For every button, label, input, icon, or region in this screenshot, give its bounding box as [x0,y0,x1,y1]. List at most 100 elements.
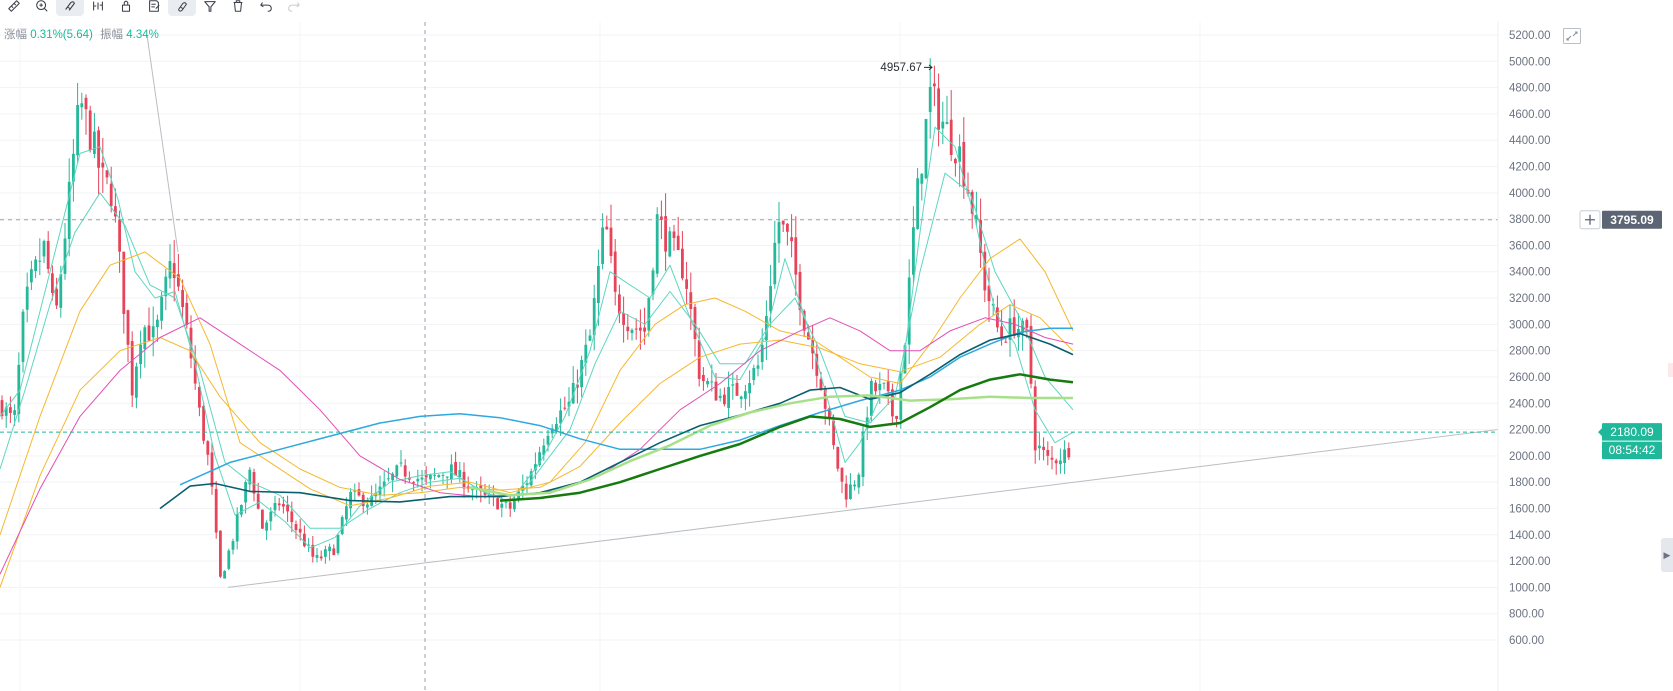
countdown-label: 08:54:42 [1609,443,1656,457]
candle-body [941,121,945,129]
candle-body [1025,319,1029,328]
candle-240 [1008,304,1012,357]
undo-tool[interactable] [252,0,280,16]
ma-line-7 [469,394,1073,497]
candle-body [798,272,802,311]
candle-body [874,382,877,392]
candle-body [181,290,184,308]
candle-176 [739,395,743,408]
trendline-1 [146,34,179,253]
candle-body [790,237,793,242]
candle-body [777,221,781,244]
candle-body [504,501,508,503]
candle-body [55,288,58,306]
lock-tool[interactable] [112,0,140,16]
candle-body [214,488,218,533]
candle-body [395,465,399,477]
candle-9 [38,238,42,276]
candle-body [122,251,126,314]
y-tick-label-20: 1200.00 [1509,556,1551,568]
candle-221 [928,58,932,139]
candle-0 [0,395,4,420]
candle-2 [9,396,12,423]
candle-body [282,504,285,507]
candle-225 [945,95,949,125]
candle-47 [198,382,201,417]
candle-144 [605,215,609,230]
candle-body [109,183,113,207]
candle-body [252,472,256,494]
candle-58 [244,480,247,514]
candle-body [861,431,865,477]
candle-body [723,394,726,405]
y-tick-label-8: 3600.00 [1509,240,1551,252]
candle-body [160,296,163,321]
candle-body [273,503,277,511]
drawing-link-tool[interactable] [168,0,196,16]
candle-body [172,263,176,279]
candle-16 [67,158,71,257]
candle-191 [802,309,806,337]
price-scale-handle[interactable]: ▶ [1661,538,1673,572]
last-price-label: 2180.09 [1610,425,1654,439]
candle-body [387,478,390,480]
handle-arrow-icon: ▶ [1663,549,1671,560]
templates-tool[interactable] [140,0,168,16]
candle-237 [996,295,999,333]
candle-body [4,407,8,416]
edge-marker [1668,363,1673,377]
candle-body [668,231,672,257]
candle-body [689,292,693,310]
candle-body [1000,326,1003,339]
candle-body [17,364,21,414]
candle-body [781,220,785,225]
candle-210 [882,382,886,390]
candle-body [513,500,516,510]
candle-99 [416,469,420,488]
candle-72 [303,525,306,548]
candle-body [67,181,71,240]
indicators-tool[interactable] [84,0,112,16]
candle-96 [403,459,407,484]
candle-body [823,388,827,409]
candle-body [1042,446,1045,450]
candle-254 [1067,442,1071,460]
candle-26 [109,166,113,213]
candle-body [391,473,394,481]
candle-161 [676,216,680,251]
candle-body [429,474,432,480]
trash-tool[interactable] [224,0,252,16]
ruler-tool[interactable] [0,0,28,16]
filter-tool[interactable] [196,0,224,16]
candle-body [265,522,268,531]
candle-body [903,345,907,374]
candle-body [996,307,999,328]
candle-105 [441,472,445,485]
candle-171 [718,388,722,402]
candle-111 [466,476,470,493]
magnet-tool[interactable] [56,0,84,16]
candle-146 [613,239,617,306]
candle-48 [202,401,205,445]
candle-body [433,474,436,476]
candle-84 [353,483,357,501]
candle-234 [983,243,987,303]
candle-body [496,498,499,510]
candle-body [1067,448,1071,458]
y-tick-label-15: 2200.00 [1509,425,1551,437]
candle-body [597,266,600,304]
candle-body [739,396,743,400]
redo-tool[interactable] [280,0,308,16]
fullscreen-icon[interactable] [1563,28,1581,44]
candle-body [303,533,306,547]
candle-219 [920,173,924,201]
candle-53 [223,570,226,579]
candle-body [639,327,642,331]
candle-body [882,382,886,384]
candle-body [534,464,537,471]
candle-98 [412,481,415,492]
zoom-in-tool[interactable] [28,0,56,16]
candle-body [685,279,688,289]
candle-body [42,241,46,257]
